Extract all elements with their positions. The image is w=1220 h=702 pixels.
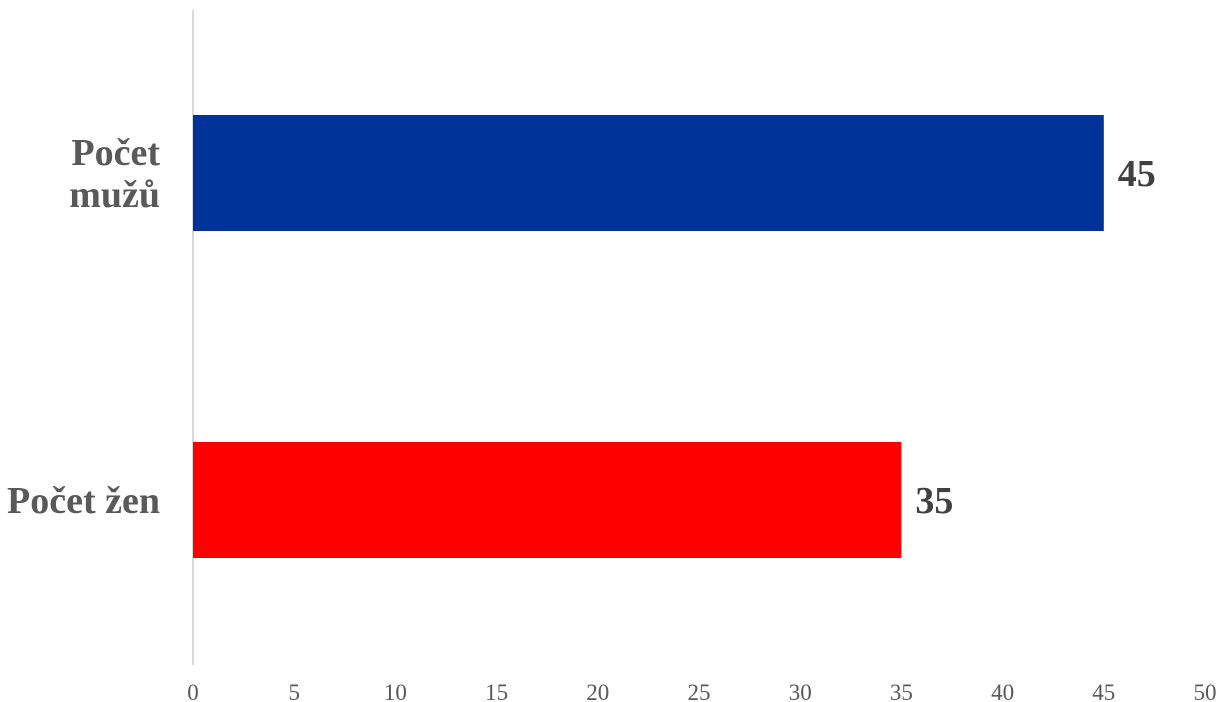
x-tick-label-8: 40 xyxy=(991,680,1014,702)
x-axis-tick-labels: 0 5 10 15 20 25 30 35 40 45 50 xyxy=(187,680,1216,702)
bars-layer xyxy=(193,115,1104,558)
category-label-0: Počet mužů xyxy=(69,132,160,216)
data-labels: 45 35 xyxy=(915,153,1155,522)
x-tick-label-5: 25 xyxy=(688,680,711,702)
x-tick-label-4: 20 xyxy=(586,680,609,702)
data-label-0: 45 xyxy=(1118,153,1156,195)
x-tick-label-6: 30 xyxy=(789,680,812,702)
category-label-1: Počet žen xyxy=(7,480,160,522)
x-tick-label-10: 50 xyxy=(1194,680,1217,702)
category-labels: Počet mužů Počet žen xyxy=(7,132,160,522)
x-tick-label-9: 45 xyxy=(1092,680,1115,702)
x-tick-label-0: 0 xyxy=(187,680,199,702)
bar-1 xyxy=(193,442,902,558)
x-tick-label-2: 10 xyxy=(384,680,407,702)
category-label-line: mužů xyxy=(69,174,160,216)
category-label-line: Počet žen xyxy=(7,480,160,522)
x-tick-label-3: 15 xyxy=(485,680,508,702)
category-label-line: Počet xyxy=(71,132,160,174)
bar-0 xyxy=(193,115,1104,231)
x-tick-label-1: 5 xyxy=(288,680,300,702)
data-label-1: 35 xyxy=(915,480,953,522)
x-tick-label-7: 35 xyxy=(890,680,913,702)
